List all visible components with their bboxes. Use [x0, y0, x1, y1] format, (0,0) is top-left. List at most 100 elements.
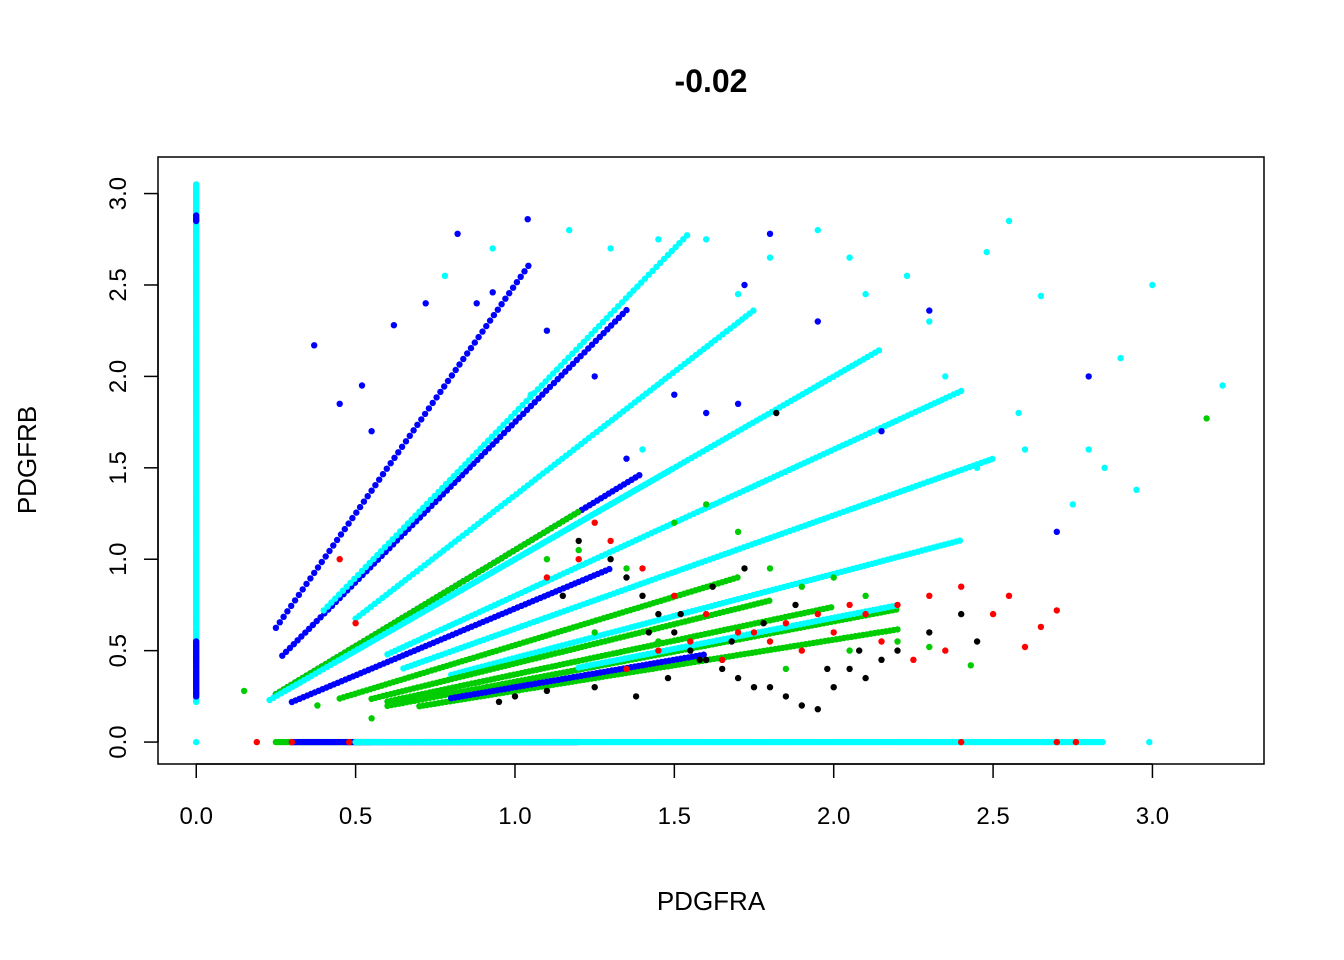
scatter-point	[741, 565, 748, 572]
ray-point	[502, 295, 509, 302]
ray-point	[668, 466, 675, 473]
ray-point	[465, 457, 473, 464]
scatter-point	[632, 693, 640, 700]
ray-point	[379, 471, 387, 478]
scatter-point	[926, 318, 933, 325]
ray-point	[471, 339, 478, 346]
ray-point	[475, 333, 482, 341]
scatter-point	[639, 446, 646, 453]
ray-point	[456, 361, 463, 368]
scatter-point	[422, 300, 429, 307]
scatter-point	[336, 556, 343, 563]
ray-point	[525, 262, 532, 269]
scatter-point	[655, 236, 662, 243]
ray-point	[337, 531, 345, 538]
scatter-point	[623, 565, 630, 572]
ray-point	[573, 346, 580, 353]
ray-point	[506, 290, 513, 297]
scatter-point	[607, 537, 614, 545]
scatter-point	[910, 656, 917, 663]
ray-point	[700, 651, 707, 658]
ray-point	[330, 542, 337, 549]
ray-point	[595, 322, 603, 330]
ray-point	[398, 443, 406, 450]
ray-point	[383, 465, 390, 472]
ray-point	[284, 608, 291, 615]
vband-point	[193, 181, 200, 188]
scatter-point	[734, 674, 742, 682]
ray-point	[473, 449, 480, 456]
scatter-point	[728, 638, 735, 645]
x-tick-label: 0.0	[180, 803, 213, 830]
ray-point	[295, 591, 303, 599]
ray-point	[683, 232, 691, 239]
ray-point	[280, 613, 287, 620]
ray-point	[418, 416, 425, 423]
ray-point	[272, 624, 280, 631]
ray-point	[414, 421, 421, 428]
ray-point	[356, 503, 364, 511]
scatter-point	[655, 610, 662, 618]
scatter-point	[766, 254, 774, 261]
x-tick-label: 1.0	[498, 803, 531, 830]
y-tick-label: 2.0	[105, 360, 132, 393]
ray-point	[406, 432, 413, 439]
ray-point	[333, 536, 341, 544]
ray-point	[458, 465, 465, 472]
ray-point	[580, 338, 587, 346]
ray-point	[291, 597, 299, 604]
ray-point	[615, 303, 622, 310]
scatter-point	[878, 638, 885, 645]
ray-point	[630, 287, 637, 294]
scatter-point	[1101, 464, 1108, 471]
hband-point	[1146, 738, 1153, 746]
scatter-point	[687, 647, 694, 654]
scatter-point	[575, 556, 582, 563]
y-axis-label: PDGFRB	[12, 406, 42, 514]
scatter-point	[734, 400, 742, 407]
ray-point	[368, 487, 375, 494]
scatter-point	[846, 254, 853, 261]
ray-point	[387, 460, 394, 467]
y-tick-label: 3.0	[105, 177, 132, 210]
ray-point	[504, 417, 511, 425]
scatter-point	[441, 272, 449, 279]
y-tick-label: 1.0	[105, 543, 132, 576]
ray-point	[500, 429, 508, 437]
scatter-point	[958, 583, 965, 590]
scatter-point	[346, 738, 353, 746]
ray-point	[341, 525, 348, 533]
x-tick-label: 2.5	[976, 803, 1009, 830]
scatter-point	[862, 610, 869, 618]
chart-title: -0.02	[675, 63, 748, 99]
scatter-point	[543, 556, 551, 563]
ray-point	[956, 537, 964, 544]
scatter-point	[973, 638, 981, 645]
scatter-point	[1053, 607, 1061, 614]
scatter-point	[942, 373, 949, 380]
scatter-point	[703, 501, 710, 508]
ray-point	[521, 268, 528, 275]
scatter-point	[473, 300, 480, 307]
ray-point	[452, 366, 459, 374]
scatter-point	[750, 629, 758, 636]
ray-point	[395, 449, 402, 456]
scatter-point	[1117, 354, 1124, 362]
scatter-point	[894, 601, 901, 609]
ray-point	[400, 524, 408, 531]
ray-point	[353, 509, 360, 516]
scatter-point	[766, 230, 774, 237]
hband-point	[1099, 738, 1106, 746]
ray-point	[660, 255, 668, 263]
scatter-point	[862, 674, 869, 682]
scatter-point	[511, 693, 519, 700]
scatter-point	[352, 620, 359, 627]
scatter-point	[623, 574, 630, 581]
scatter-point	[878, 428, 885, 435]
scatter-point	[696, 656, 703, 663]
scatter-point	[719, 665, 726, 673]
scatter-point	[926, 307, 933, 314]
ray-point	[433, 394, 440, 401]
ray-point	[355, 571, 362, 579]
